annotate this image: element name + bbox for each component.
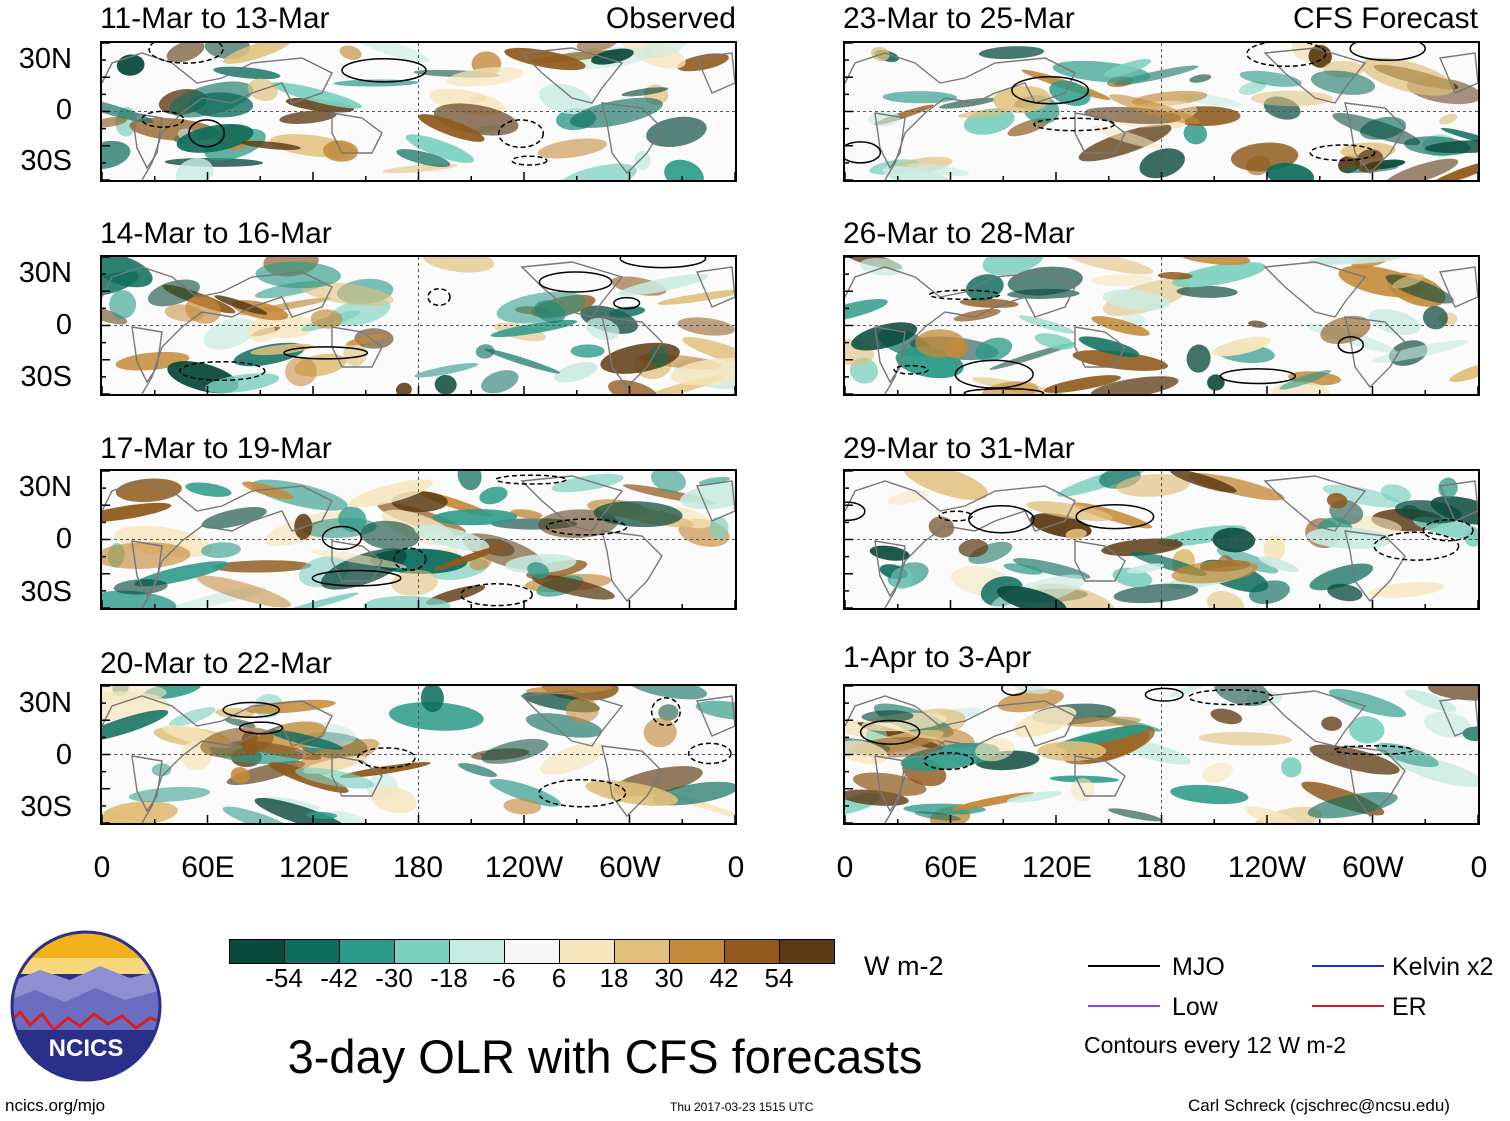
- panel-1-label: Observed: [605, 2, 736, 35]
- xtick-120w: 120W: [484, 851, 564, 884]
- xtick-60w: 60W: [599, 851, 661, 884]
- panel-2-title: 14-Mar to 16-Mar: [100, 217, 332, 250]
- colorbar-tick: 30: [654, 963, 684, 993]
- colorbar-tick: 6: [551, 963, 567, 993]
- xtick-0: 0: [93, 851, 111, 884]
- footer-url[interactable]: ncics.org/mjo: [5, 1096, 106, 1115]
- legend-label-low: Low: [1172, 993, 1218, 1021]
- olr-map-panel-7: [843, 469, 1480, 610]
- colorbar-swatch: [284, 939, 340, 964]
- ytick-0: 0: [55, 94, 72, 126]
- ncics-logo: NCICS: [10, 930, 162, 1082]
- colorbar-tick: -30: [375, 963, 413, 993]
- legend-swatch-kelvin: [1312, 965, 1384, 967]
- legend-label-mjo: MJO: [1172, 953, 1225, 981]
- colorbar-swatch: [669, 939, 725, 964]
- olr-map-panel-1: [100, 41, 737, 182]
- colorbar-swatch: [394, 939, 450, 964]
- ytick-30s: 30S: [20, 145, 72, 177]
- ytick-30s: 30S: [20, 576, 72, 608]
- panel-6-title: 26-Mar to 28-Mar: [843, 217, 1075, 250]
- colorbar-swatch: [614, 939, 670, 964]
- olr-map-panel-6: [843, 255, 1480, 396]
- chart-title: 3-day OLR with CFS forecasts: [287, 1030, 923, 1083]
- footer-timestamp: Thu 2017-03-23 1515 UTC: [670, 1100, 814, 1114]
- xtick-120w: 120W: [1227, 851, 1307, 884]
- xtick-180: 180: [1135, 851, 1187, 884]
- olr-map-panel-5: [843, 41, 1480, 182]
- colorbar-tick: -42: [320, 963, 358, 993]
- colorbar: [229, 939, 835, 970]
- ytick-0: 0: [55, 309, 72, 341]
- panel-8-title: 1-Apr to 3-Apr: [843, 641, 1032, 674]
- legend: MJO Kelvin x2 Low ER Contours every 12 W…: [1084, 953, 1508, 1063]
- olr-map-panel-8: [843, 684, 1480, 825]
- ytick-30s: 30S: [20, 361, 72, 393]
- xtick-180: 180: [392, 851, 444, 884]
- legend-swatch-er: [1312, 1005, 1384, 1007]
- colorbar-swatch: [779, 939, 835, 964]
- legend-swatch-mjo: [1088, 965, 1160, 967]
- units-label: W m-2: [864, 951, 944, 981]
- panel-7-title: 29-Mar to 31-Mar: [843, 432, 1075, 465]
- colorbar-swatch: [504, 939, 560, 964]
- xtick-0: 0: [836, 851, 854, 884]
- panel-3-title: 17-Mar to 19-Mar: [100, 432, 332, 465]
- contour-note: Contours every 12 W m-2: [1084, 1032, 1347, 1058]
- colorbar-tick: 54: [764, 963, 794, 993]
- xtick-60w: 60W: [1342, 851, 1404, 884]
- colorbar-tick: 42: [709, 963, 739, 993]
- panel-5-title: 23-Mar to 25-Mar: [843, 2, 1075, 35]
- ytick-30n: 30N: [18, 43, 72, 75]
- ytick-0: 0: [55, 523, 72, 555]
- colorbar-swatch: [559, 939, 615, 964]
- colorbar-swatch: [339, 939, 395, 964]
- panel-4-title: 20-Mar to 22-Mar: [100, 647, 332, 680]
- footer-author: Carl Schreck (cjschrec@ncsu.edu): [1188, 1096, 1450, 1115]
- legend-label-er: ER: [1392, 993, 1427, 1021]
- panel-5-label: CFS Forecast: [1292, 2, 1478, 35]
- ytick-30s: 30S: [20, 791, 72, 823]
- olr-map-panel-4: [100, 684, 737, 825]
- xtick-120e: 120E: [278, 851, 350, 884]
- xtick-120e: 120E: [1021, 851, 1093, 884]
- legend-swatch-low: [1088, 1005, 1160, 1007]
- xtick-60e: 60E: [181, 851, 235, 884]
- xtick-60e: 60E: [924, 851, 978, 884]
- colorbar-ticks: -54 -42 -30 -18 -6 6 18 30 42 54: [229, 964, 835, 994]
- ytick-30n: 30N: [18, 257, 72, 289]
- ytick-0: 0: [55, 739, 72, 771]
- ytick-30n: 30N: [18, 471, 72, 503]
- legend-label-kelvin: Kelvin x2: [1392, 953, 1494, 981]
- xtick-0-end: 0: [1470, 851, 1488, 884]
- olr-map-panel-3: [100, 469, 737, 610]
- colorbar-tick: -6: [492, 963, 516, 993]
- ytick-30n: 30N: [18, 687, 72, 719]
- xtick-0-end: 0: [727, 851, 745, 884]
- colorbar-swatch: [724, 939, 780, 964]
- logo-text: NCICS: [49, 1035, 124, 1062]
- colorbar-tick: 18: [599, 963, 629, 993]
- colorbar-swatch: [449, 939, 505, 964]
- colorbar-swatch: [229, 939, 285, 964]
- olr-map-panel-2: [100, 255, 737, 396]
- panel-1-title: 11-Mar to 13-Mar: [100, 2, 330, 35]
- colorbar-tick: -54: [265, 963, 303, 993]
- colorbar-tick: -18: [430, 963, 468, 993]
